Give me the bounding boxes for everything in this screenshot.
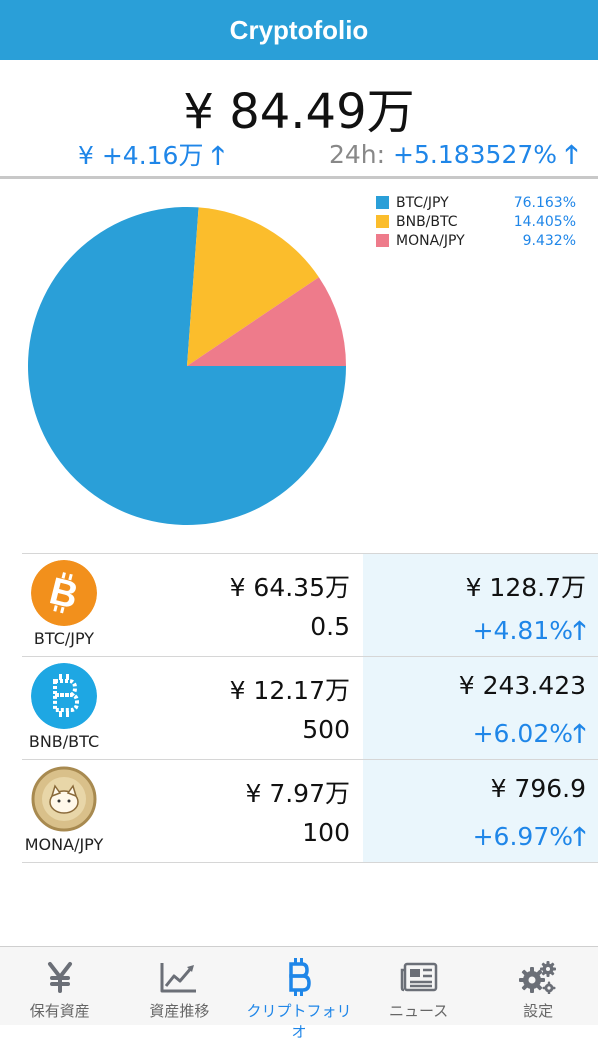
app-title: Cryptofolio	[229, 14, 369, 45]
tab-cryptofolio[interactable]: クリプトフォリオ	[239, 947, 359, 1041]
tab-label: ニュース	[388, 1002, 449, 1020]
tab-asset-history[interactable]: 資産推移	[120, 947, 240, 1025]
holding-value-cell: ¥ 7.97万 100	[106, 760, 362, 862]
price-cell: ¥ 128.7万 +4.81%🡑	[363, 554, 598, 656]
coin-change-value: +6.02%	[472, 719, 573, 748]
tab-label: 設定	[523, 1002, 554, 1020]
up-arrow-icon: 🡑	[572, 822, 586, 851]
coin-change: +4.81%🡑	[473, 612, 586, 655]
legend-swatch	[376, 215, 389, 228]
price-cell: ¥ 243.423 +6.02%🡑	[363, 657, 598, 759]
holding-value-cell: ¥ 12.17万 500	[106, 657, 362, 759]
legend-item: BNB/BTC 14.405%	[376, 212, 576, 231]
holding-row-mona[interactable]: MONA/JPY ¥ 7.97万 100 ¥ 796.9 +6.97%🡑	[22, 759, 598, 863]
bitcoin-outline-icon	[31, 663, 97, 729]
pie-slice-mona-jpy	[187, 277, 346, 366]
up-arrow-icon: 🡑	[211, 141, 225, 170]
holding-amount: 500	[302, 715, 350, 744]
coin-change: +6.97%🡑	[473, 818, 586, 861]
up-arrow-icon: 🡑	[572, 616, 586, 645]
legend-item: BTC/JPY 76.163%	[376, 193, 576, 212]
legend-swatch	[376, 196, 389, 209]
tab-label: 保有資産	[29, 1002, 90, 1020]
legend-item: MONA/JPY 9.432%	[376, 231, 576, 250]
change-amount-value: ¥ +4.16万	[78, 141, 204, 170]
legend-name: MONA/JPY	[396, 232, 465, 249]
tab-news[interactable]: ニュース	[359, 947, 479, 1025]
coin-price: ¥ 243.423	[458, 671, 586, 700]
legend-percent: 14.405%	[513, 213, 576, 230]
coin-change-value: +6.97%	[472, 822, 573, 851]
coin-price: ¥ 128.7万	[465, 573, 586, 602]
legend-percent: 9.432%	[522, 232, 576, 249]
tab-bar: 保有資産 資産推移 クリプトフォリオ ニュース	[0, 946, 598, 1041]
change-24h-percent: +5.183527%	[393, 140, 558, 169]
gears-icon	[518, 959, 558, 995]
divider	[0, 176, 598, 179]
nav-bar: Cryptofolio	[0, 0, 598, 60]
holding-value: ¥ 12.17万	[229, 676, 350, 705]
coin-cell: BNB/BTC	[22, 657, 106, 759]
holding-value-cell: ¥ 64.35万 0.5	[106, 554, 362, 656]
legend-name: BTC/JPY	[396, 194, 449, 211]
change-24h: 24h: +5.183527% 🡑	[329, 136, 578, 179]
allocation-pie-chart	[27, 207, 347, 525]
tab-holdings[interactable]: 保有資産	[0, 947, 120, 1025]
holding-value: ¥ 7.97万	[245, 779, 350, 808]
coin-cell: B BTC/JPY	[22, 554, 106, 656]
total-value: ¥ 84.49万	[183, 84, 415, 140]
holding-row-btc[interactable]: B BTC/JPY ¥ 64.35万 0.5 ¥ 128.7万 +4.81%🡑	[22, 553, 598, 656]
holdings-table: B BTC/JPY ¥ 64.35万 0.5 ¥ 128.7万 +4.81%🡑	[22, 553, 598, 863]
yen-icon	[40, 959, 80, 995]
bitcoin-icon: B	[31, 560, 97, 626]
pie-slice-bnb-btc	[187, 207, 319, 366]
tab-label: クリプトフォリオ	[246, 1002, 352, 1041]
bitcoin-outline-icon	[279, 958, 319, 996]
coin-pair-label: BNB/BTC	[28, 732, 100, 751]
up-arrow-icon: 🡑	[564, 140, 578, 169]
tab-settings[interactable]: 設定	[478, 947, 598, 1025]
coin-change-value: +4.81%	[472, 616, 573, 645]
holding-amount: 0.5	[310, 612, 350, 641]
holding-value: ¥ 64.35万	[229, 573, 350, 602]
holding-amount: 100	[302, 818, 350, 847]
chart-icon	[159, 959, 199, 995]
change-24h-label: 24h:	[328, 140, 386, 169]
legend-name: BNB/BTC	[396, 213, 458, 230]
monacoin-icon	[31, 766, 97, 832]
change-amount: ¥ +4.16万 🡑	[78, 136, 224, 180]
tab-label: 資産推移	[149, 1002, 210, 1020]
coin-pair-label: MONA/JPY	[24, 835, 104, 854]
chart-legend: BTC/JPY 76.163% BNB/BTC 14.405% MONA/JPY…	[376, 193, 576, 250]
legend-swatch	[376, 234, 389, 247]
price-cell: ¥ 796.9 +6.97%🡑	[363, 760, 598, 862]
coin-change: +6.02%🡑	[473, 715, 586, 758]
coin-pair-label: BTC/JPY	[33, 629, 95, 648]
newspaper-icon	[399, 959, 439, 995]
legend-percent: 76.163%	[513, 194, 576, 211]
up-arrow-icon: 🡑	[572, 719, 586, 748]
coin-cell: MONA/JPY	[22, 760, 106, 862]
holding-row-bnb[interactable]: BNB/BTC ¥ 12.17万 500 ¥ 243.423 +6.02%🡑	[22, 656, 598, 759]
coin-price: ¥ 796.9	[490, 774, 586, 803]
